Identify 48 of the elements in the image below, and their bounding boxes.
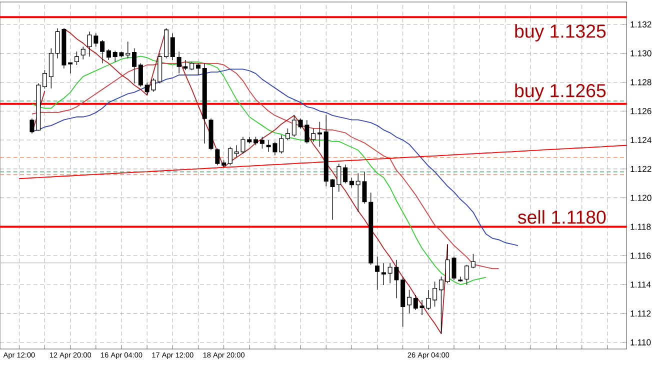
candlestick <box>132 48 137 84</box>
candlestick <box>317 121 322 148</box>
candlestick <box>279 134 284 154</box>
candlestick <box>138 62 143 88</box>
candlestick <box>464 264 470 286</box>
candlestick <box>445 244 450 284</box>
candlestick <box>228 146 232 166</box>
ref-line-label: buy 1.1325 <box>515 24 606 42</box>
y-tick-label: 1.126 <box>630 108 652 114</box>
candlestick <box>170 32 175 60</box>
candlestick <box>381 262 386 286</box>
candlestick <box>470 254 476 269</box>
candlestick <box>413 294 418 310</box>
candlestick <box>349 177 354 188</box>
candlestick <box>42 70 48 89</box>
candlestick <box>311 128 316 142</box>
candlestick <box>260 136 264 149</box>
y-tick-label: 1.110 <box>630 339 651 346</box>
y-tick-label: 1.130 <box>630 50 652 56</box>
candlestick <box>100 40 105 64</box>
y-tick-label: 1.120 <box>630 194 652 201</box>
y-tick-label: 1.114 <box>630 282 651 288</box>
candlestick <box>196 62 200 76</box>
candlestick <box>452 256 456 280</box>
candlestick <box>375 256 380 290</box>
y-tick-label: 1.132 <box>630 21 652 28</box>
candlestick <box>80 46 86 60</box>
candlestick <box>292 114 296 138</box>
candlestick <box>215 148 220 166</box>
ref-line-label: sell 1.1180 <box>518 210 606 224</box>
y-tick-label: 1.124 <box>630 137 652 144</box>
candlestick <box>406 290 412 314</box>
candlestick <box>30 118 34 134</box>
y-tick-label: 1.122 <box>630 166 652 172</box>
candlestick <box>438 276 444 334</box>
candlestick <box>68 62 73 74</box>
y-tick-label: 1.118 <box>630 224 651 230</box>
candlestick <box>126 41 130 59</box>
y-tick-label: 1.128 <box>630 79 652 86</box>
candlestick <box>343 164 348 184</box>
candlestick <box>74 51 79 66</box>
ref-line-label: buy 1.1265 <box>515 84 606 101</box>
candlestick <box>285 128 290 140</box>
y-tick-label: 1.116 <box>630 252 651 259</box>
candlestick <box>106 48 111 60</box>
y-tick-label: 1.112 <box>630 310 651 316</box>
candlestick <box>48 48 54 89</box>
candlestick <box>432 281 438 307</box>
